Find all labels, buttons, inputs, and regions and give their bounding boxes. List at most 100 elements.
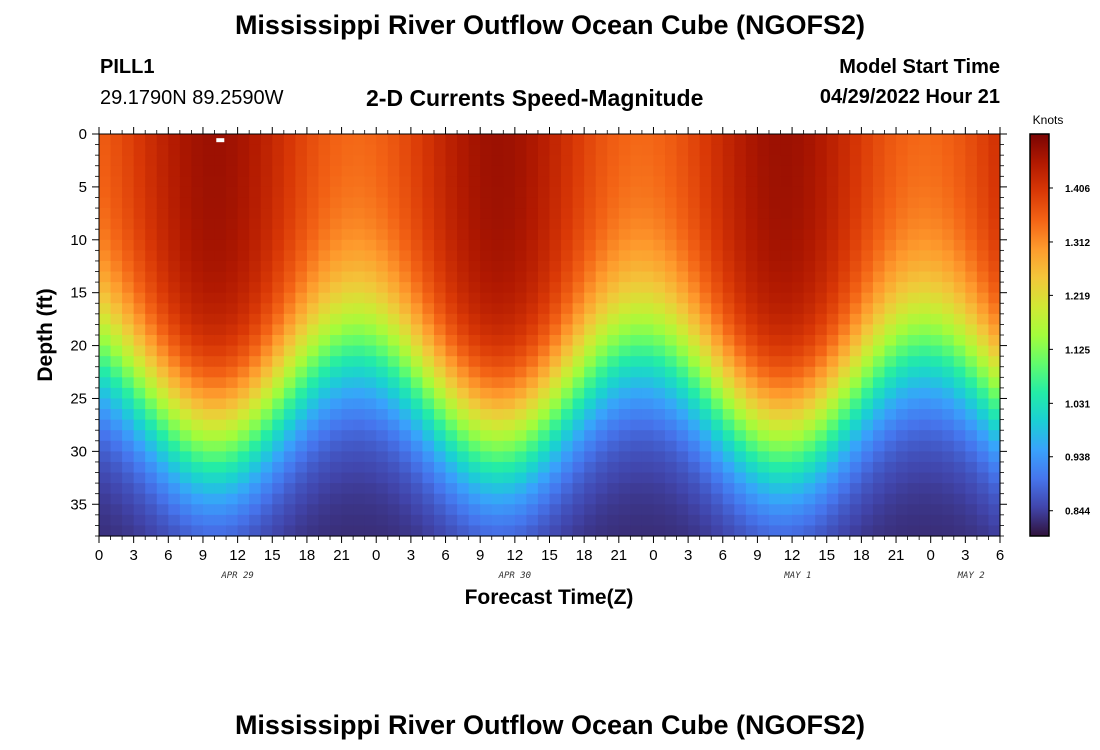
heatmap-cell <box>202 335 216 347</box>
heatmap-cell <box>792 239 805 251</box>
heatmap-cell <box>260 472 273 484</box>
heatmap-cell <box>133 176 146 188</box>
heatmap-cell <box>364 313 377 326</box>
heatmap-cell <box>433 366 447 378</box>
heatmap-cell <box>283 155 296 167</box>
heatmap-cell <box>249 229 262 241</box>
heatmap-cell <box>896 292 909 304</box>
heatmap-cell <box>226 144 239 156</box>
heatmap-cell <box>676 303 689 315</box>
heatmap-cell <box>133 366 146 378</box>
heatmap-cell <box>930 260 943 273</box>
heatmap-cell <box>861 239 874 251</box>
heatmap-cell <box>295 398 308 410</box>
heatmap-cell <box>745 430 759 442</box>
heatmap-cell <box>838 282 851 294</box>
heatmap-cell <box>757 493 770 505</box>
x-tick-label: 18 <box>576 547 593 564</box>
heatmap-cell <box>722 387 735 400</box>
heatmap-cell <box>584 313 597 326</box>
heatmap-cell <box>861 186 874 199</box>
heatmap-cell <box>399 504 412 516</box>
heatmap-cell <box>122 440 135 452</box>
heatmap-cell <box>260 197 273 209</box>
heatmap-cell <box>237 398 250 410</box>
heatmap-cell <box>214 461 227 474</box>
heatmap-cell <box>607 260 620 273</box>
heatmap-cell <box>514 419 527 431</box>
heatmap-cell <box>537 271 551 283</box>
heatmap-cell <box>422 271 435 283</box>
heatmap-cell <box>607 208 620 220</box>
heatmap-cell <box>491 282 504 294</box>
heatmap-cell <box>480 134 493 146</box>
heatmap-cell <box>457 271 470 283</box>
heatmap-cell <box>884 134 897 146</box>
heatmap-cell <box>272 356 285 368</box>
heatmap-cell <box>757 451 770 463</box>
heatmap-cell <box>653 440 666 452</box>
heatmap-cell <box>353 398 366 410</box>
heatmap-cell <box>249 356 262 368</box>
heatmap-cell <box>653 303 666 315</box>
heatmap-cell <box>607 144 620 156</box>
heatmap-cell <box>260 239 273 251</box>
heatmap-cell <box>618 525 631 537</box>
heatmap-cell <box>953 440 966 452</box>
heatmap-cell <box>503 239 516 251</box>
heatmap-cell <box>537 472 551 484</box>
heatmap-cell <box>792 409 805 421</box>
heatmap-cell <box>410 260 424 273</box>
heatmap-cell <box>561 282 574 294</box>
heatmap-cell <box>734 335 747 347</box>
heatmap-cell <box>676 239 689 251</box>
heatmap-cell <box>838 176 851 188</box>
chart-title: Mississippi River Outflow Ocean Cube (NG… <box>234 10 866 40</box>
heatmap-cell <box>768 409 782 421</box>
heatmap-cell <box>688 218 701 230</box>
heatmap-cell <box>780 356 793 368</box>
heatmap-cell <box>757 292 770 304</box>
heatmap-cell <box>457 239 470 251</box>
heatmap-cell <box>168 155 181 167</box>
heatmap-cell <box>942 165 955 177</box>
heatmap-cell <box>422 419 435 431</box>
heatmap-cell <box>815 504 828 516</box>
heatmap-cell <box>641 165 655 177</box>
heatmap-cell <box>399 176 412 188</box>
heatmap-cell <box>549 250 562 262</box>
heatmap-cell <box>526 292 539 304</box>
heatmap-cell <box>514 229 527 241</box>
heatmap-cell <box>711 525 724 537</box>
heatmap-cell <box>468 366 481 378</box>
heatmap-cell <box>295 155 308 167</box>
heatmap-cell <box>480 366 493 378</box>
heatmap-cell <box>537 440 551 452</box>
heatmap-cell <box>445 398 458 410</box>
heatmap-cell <box>861 250 874 262</box>
heatmap-cell <box>653 387 666 400</box>
x-tick-label: 21 <box>610 547 627 564</box>
heatmap-cell <box>757 282 770 294</box>
heatmap-cell <box>930 271 943 283</box>
heatmap-cell <box>491 430 504 442</box>
heatmap-cell <box>815 525 828 537</box>
heatmap-cell <box>433 525 447 537</box>
heatmap-cell <box>318 218 331 230</box>
heatmap-cell <box>457 504 470 516</box>
heatmap-cell <box>237 324 250 336</box>
heatmap-cell <box>376 239 389 251</box>
heatmap-cell <box>896 472 909 484</box>
heatmap-cell <box>688 398 701 410</box>
heatmap-cell <box>607 165 620 177</box>
heatmap-cell <box>122 493 135 505</box>
heatmap-cell <box>561 155 574 167</box>
heatmap-cell <box>191 176 204 188</box>
heatmap-cell <box>884 398 897 410</box>
heatmap-cell <box>953 176 966 188</box>
heatmap-cell <box>503 155 516 167</box>
heatmap-cell <box>306 282 320 294</box>
heatmap-cell <box>768 282 782 294</box>
heatmap-cell <box>191 461 204 474</box>
